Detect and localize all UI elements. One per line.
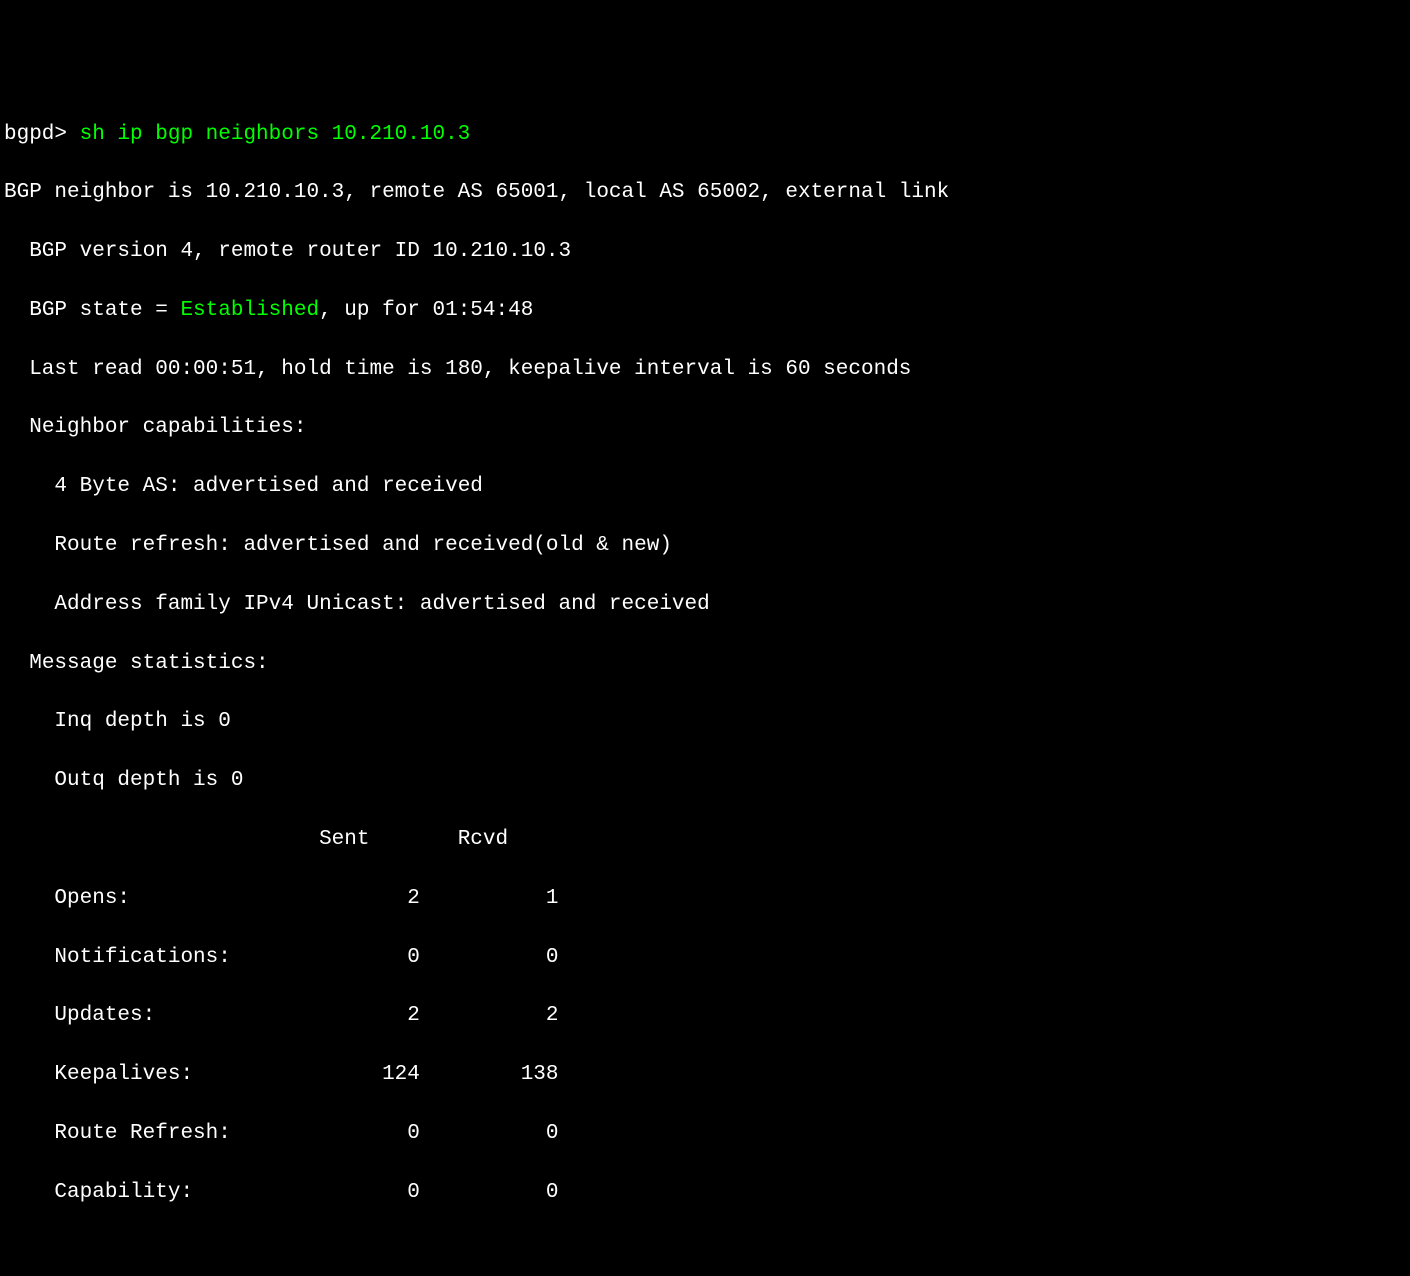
row-rcvd: 1: [420, 887, 559, 910]
neighbor-line: BGP neighbor is 10.210.10.3, remote AS 6…: [4, 178, 1406, 207]
cap-4byte-as: 4 Byte AS: advertised and received: [4, 472, 1406, 501]
row-label: Opens:: [54, 887, 281, 910]
bgp-version: 4: [180, 240, 193, 263]
row-label: Updates:: [54, 1004, 281, 1027]
row-rcvd: 0: [420, 946, 559, 969]
row-sent: 2: [281, 1004, 420, 1027]
hold-time: 180: [445, 358, 483, 381]
prompt-line[interactable]: bgpd> sh ip bgp neighbors 10.210.10.3: [4, 120, 1406, 149]
terminal-output: bgpd> sh ip bgp neighbors 10.210.10.3 BG…: [4, 90, 1406, 1236]
state-uptime: 01:54:48: [433, 299, 534, 322]
prompt-command: sh ip bgp neighbors 10.210.10.3: [80, 123, 471, 146]
link-type: external link: [785, 181, 949, 204]
stats-header-row: Sent Rcvd: [4, 825, 1406, 854]
row-label: Capability:: [54, 1181, 281, 1204]
cap-route-refresh: Route refresh: advertised and received(o…: [4, 531, 1406, 560]
capabilities-header: Neighbor capabilities:: [4, 413, 1406, 442]
last-read: 00:00:51: [155, 358, 256, 381]
msg-inq: Inq depth is 0: [4, 707, 1406, 736]
row-rcvd: 138: [420, 1063, 559, 1086]
row-sent: 0: [281, 1122, 420, 1145]
stats-row-notifications: Notifications: 0 0: [4, 943, 1406, 972]
col-rcvd: Rcvd: [458, 828, 508, 851]
timers-line: Last read 00:00:51, hold time is 180, ke…: [4, 355, 1406, 384]
row-sent: 124: [281, 1063, 420, 1086]
row-rcvd: 2: [420, 1004, 559, 1027]
row-label: Keepalives:: [54, 1063, 281, 1086]
msg-outq: Outq depth is 0: [4, 766, 1406, 795]
row-rcvd: 0: [420, 1122, 559, 1145]
row-sent: 0: [281, 946, 420, 969]
version-line: BGP version 4, remote router ID 10.210.1…: [4, 237, 1406, 266]
row-sent: 0: [281, 1181, 420, 1204]
keepalive-interval: 60: [785, 358, 810, 381]
cap-address-family: Address family IPv4 Unicast: advertised …: [4, 590, 1406, 619]
remote-router-id: 10.210.10.3: [433, 240, 572, 263]
local-as: 65002: [697, 181, 760, 204]
neighbor-ip: 10.210.10.3: [206, 181, 345, 204]
row-rcvd: 0: [420, 1181, 559, 1204]
msg-stats-header: Message statistics:: [4, 649, 1406, 678]
row-sent: 2: [281, 887, 420, 910]
stats-row-capability: Capability: 0 0: [4, 1178, 1406, 1207]
state-line: BGP state = Established, up for 01:54:48: [4, 296, 1406, 325]
stats-row-route-refresh: Route Refresh: 0 0: [4, 1119, 1406, 1148]
stats-row-keepalives: Keepalives: 124 138: [4, 1060, 1406, 1089]
remote-as: 65001: [496, 181, 559, 204]
stats-row-opens: Opens: 2 1: [4, 884, 1406, 913]
prompt-prefix: bgpd>: [4, 123, 80, 146]
state-value: Established: [180, 299, 319, 322]
row-label: Notifications:: [54, 946, 281, 969]
stats-row-updates: Updates: 2 2: [4, 1001, 1406, 1030]
col-sent: Sent: [319, 828, 369, 851]
state-label: BGP state =: [29, 299, 180, 322]
row-label: Route Refresh:: [54, 1122, 281, 1145]
